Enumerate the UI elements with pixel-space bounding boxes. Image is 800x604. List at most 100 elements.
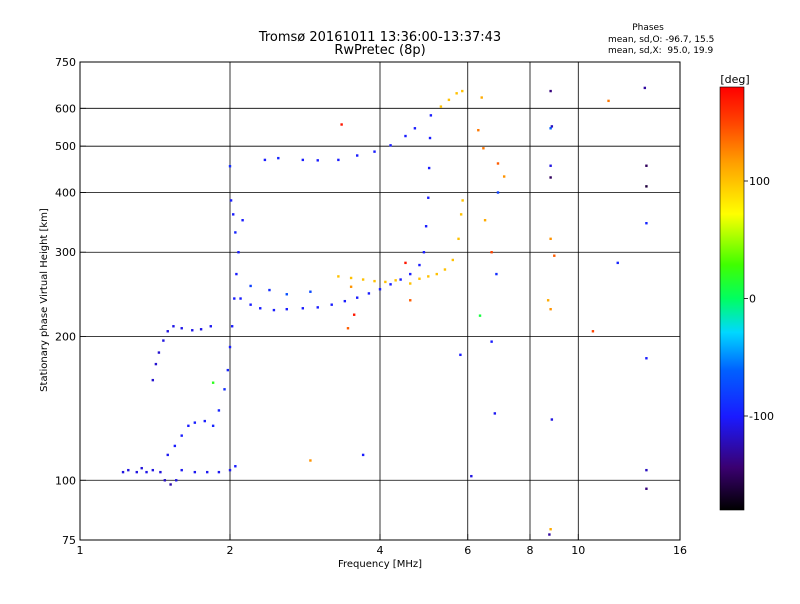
data-point	[228, 468, 232, 472]
data-point	[166, 330, 169, 333]
data-point	[209, 325, 212, 328]
data-point	[549, 127, 552, 130]
data-point	[455, 92, 458, 95]
data-point	[439, 105, 443, 108]
data-point	[230, 325, 234, 328]
data-point	[232, 213, 235, 216]
data-point	[316, 306, 319, 309]
data-point	[550, 125, 554, 128]
data-point	[145, 470, 148, 474]
stats-o-mode: mean, sd,O: -96.7, 15.5	[608, 35, 714, 45]
data-point	[549, 176, 552, 179]
data-point	[343, 299, 347, 303]
data-point	[645, 487, 648, 490]
data-point	[378, 288, 382, 291]
data-point	[422, 251, 426, 254]
data-point	[173, 444, 177, 448]
data-point	[418, 263, 421, 267]
data-point	[330, 303, 333, 306]
data-point	[443, 268, 447, 271]
data-point	[172, 325, 175, 328]
chart-title: Tromsø 20161011 13:36:00-13:37:43	[258, 30, 501, 45]
data-point	[285, 293, 288, 296]
data-point	[389, 144, 392, 147]
y-tick-label: 100	[55, 474, 76, 487]
data-point	[241, 219, 244, 222]
data-point	[203, 419, 206, 423]
data-point	[459, 353, 462, 357]
data-point	[199, 328, 203, 331]
data-point	[373, 150, 376, 153]
data-point	[549, 164, 552, 167]
data-point	[239, 297, 242, 300]
data-point	[301, 307, 305, 310]
data-point	[349, 285, 353, 288]
data-point	[591, 330, 595, 333]
data-point	[373, 279, 376, 283]
y-tick-label: 750	[55, 56, 76, 69]
data-point	[259, 307, 262, 310]
data-point	[645, 468, 648, 472]
data-point	[550, 418, 554, 421]
data-point	[349, 276, 353, 280]
data-points	[121, 86, 648, 536]
data-point	[159, 470, 162, 474]
data-point	[355, 154, 359, 157]
data-point	[490, 340, 493, 343]
data-point	[427, 196, 430, 199]
chart-subtitle: RwPretec (8p)	[334, 43, 425, 58]
data-point	[428, 136, 432, 140]
data-point	[285, 307, 288, 311]
data-point	[151, 378, 155, 382]
data-point	[367, 292, 371, 295]
data-point	[301, 158, 305, 162]
data-point	[389, 283, 392, 286]
data-point	[447, 98, 451, 102]
data-point	[162, 339, 165, 342]
data-point	[480, 96, 483, 99]
data-point	[548, 533, 551, 536]
x-tick-label: 6	[464, 544, 471, 557]
data-point	[127, 468, 130, 472]
data-point	[352, 313, 356, 316]
data-point	[645, 164, 648, 167]
x-axis-ticks: 1 2 4 6 8 10 16	[77, 534, 687, 557]
data-point	[493, 412, 497, 415]
data-point	[483, 219, 487, 222]
data-point	[272, 308, 276, 312]
data-point	[549, 89, 552, 93]
data-point	[234, 465, 237, 468]
data-point	[549, 237, 552, 241]
data-point	[175, 479, 178, 482]
data-point	[461, 199, 464, 202]
data-point	[157, 351, 161, 354]
data-point	[193, 421, 197, 424]
data-point	[424, 225, 428, 228]
data-point	[495, 272, 498, 276]
x-tick-label: 10	[571, 544, 585, 557]
data-point	[191, 329, 194, 332]
data-point	[180, 434, 183, 437]
data-point	[470, 474, 473, 478]
data-point	[427, 166, 431, 170]
x-axis-label: Frequency [MHz]	[338, 559, 422, 570]
data-point	[496, 162, 500, 165]
data-point	[180, 468, 183, 472]
data-point	[409, 299, 412, 302]
colorbar-tick-label: 100	[749, 175, 770, 188]
data-point	[135, 470, 138, 474]
data-point	[645, 222, 648, 225]
y-axis-ticks: 75 100 200 300 400 500 600 750	[55, 56, 86, 547]
data-point	[229, 199, 233, 202]
data-point	[490, 251, 493, 254]
data-point	[394, 279, 397, 282]
data-point	[234, 231, 237, 234]
data-point	[121, 470, 125, 474]
y-axis-label: Stationary phase Virtual Height [km]	[39, 208, 50, 392]
x-tick-label: 8	[527, 544, 534, 557]
data-point	[355, 296, 359, 299]
y-tick-label: 300	[55, 246, 76, 259]
data-point	[404, 134, 407, 138]
y-tick-label: 400	[55, 186, 76, 199]
